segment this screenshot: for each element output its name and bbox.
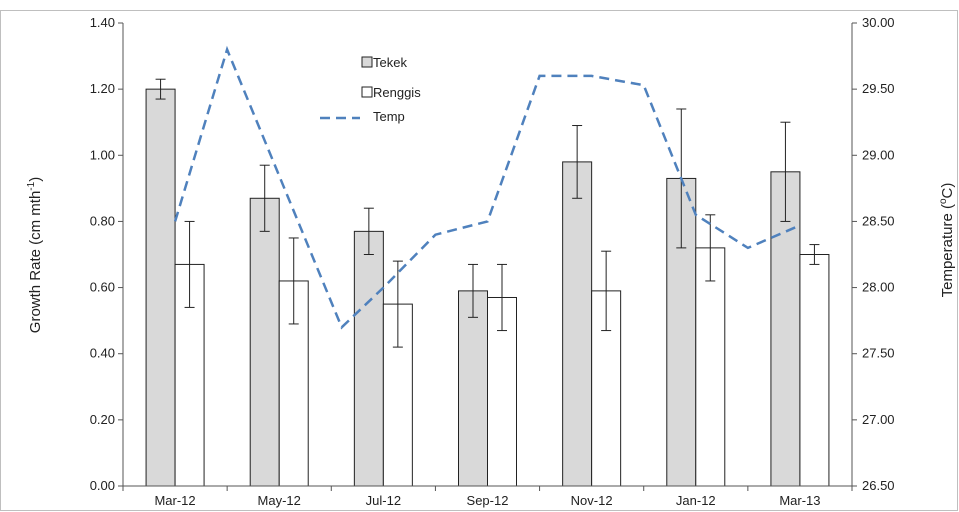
x-tick-label-nov-12: Nov-12: [571, 493, 613, 508]
bars-group: [145, 88, 830, 487]
left-tick-label-6: 1.20: [90, 81, 115, 96]
left-tick-label-2: 0.40: [90, 346, 115, 361]
right-axis-title-sup: o: [938, 198, 949, 204]
left-tick-label-4: 0.80: [90, 213, 115, 228]
right-tick-label-4: 28.50: [862, 213, 895, 228]
right-tick-label-7: 30.00: [862, 15, 895, 30]
x-tick-label-jan-12: Jan-12: [676, 493, 716, 508]
right-tick-label-5: 29.00: [862, 147, 895, 162]
right-axis-title: Temperature (oC): [938, 183, 956, 298]
legend-label-tekek: Tekek: [373, 55, 407, 70]
left-tick-label-7: 1.40: [90, 15, 115, 30]
left-axis-title-sup: -1: [26, 181, 37, 190]
right-axis-ticks: 26.50 27.00 27.50 28.00 28.50 29.00 29.50 30.00: [852, 15, 895, 493]
bar-tekek-mar-13: [770, 171, 801, 487]
legend: Tekek Renggis Temp: [320, 55, 421, 124]
legend-label-renggis: Renggis: [373, 85, 421, 100]
right-tick-label-1: 27.00: [862, 412, 895, 427]
bar-renggis-jan-12: [695, 247, 726, 487]
x-tick-label-jul-12: Jul-12: [366, 493, 401, 508]
bar-tekek-may-12: [249, 197, 280, 487]
left-axis-title: Growth Rate (cm mth-1): [26, 177, 44, 333]
bar-tekek-jul-12: [353, 230, 384, 487]
right-axis-title-main: Temperature (: [939, 204, 956, 297]
left-tick-label-5: 1.00: [90, 147, 115, 162]
right-tick-label-6: 29.50: [862, 81, 895, 96]
bar-tekek-sep-12: [458, 290, 488, 487]
legend-swatch-tekek: [361, 56, 373, 68]
right-tick-label-2: 27.50: [862, 346, 895, 361]
x-tick-label-may-12: May-12: [258, 493, 301, 508]
left-axis-title-end: ): [27, 177, 44, 182]
left-axis-title-main: Growth Rate (cm mth: [27, 191, 44, 334]
left-tick-label-0: 0.00: [90, 478, 115, 493]
right-tick-label-0: 26.50: [862, 478, 895, 493]
x-axis-ticks: Mar-12 May-12 Jul-12 Sep-12 Nov-12 Jan-12 Mar-…: [122, 486, 853, 508]
bar-tekek-mar-12: [145, 88, 176, 487]
left-tick-label-3: 0.60: [90, 280, 115, 295]
temp-line: [173, 45, 801, 330]
x-tick-label-sep-12: Sep-12: [467, 493, 509, 508]
x-tick-label-mar-12: Mar-12: [154, 493, 195, 508]
left-axis-ticks: 0.00 0.20 0.40 0.60 0.80 1.00 1.20 1.40: [90, 15, 123, 493]
right-axis-title-end: C): [939, 183, 956, 199]
x-tick-label-mar-13: Mar-13: [779, 493, 820, 508]
left-tick-label-1: 0.20: [90, 412, 115, 427]
legend-swatch-renggis: [361, 86, 373, 98]
bar-renggis-mar-13: [799, 254, 830, 487]
error-bars-group: [155, 78, 820, 348]
legend-label-temp: Temp: [373, 109, 405, 124]
bar-tekek-nov-12: [562, 161, 593, 487]
right-tick-label-3: 28.00: [862, 280, 895, 295]
